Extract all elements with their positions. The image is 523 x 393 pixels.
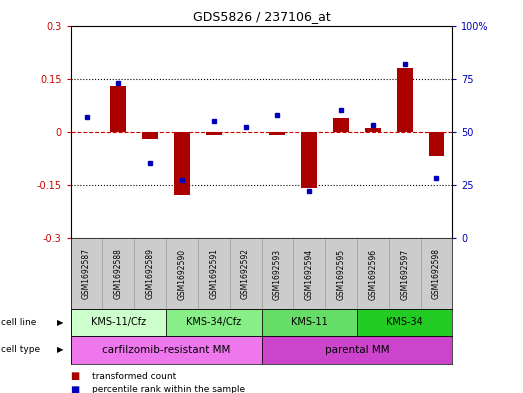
Text: carfilzomib-resistant MM: carfilzomib-resistant MM	[102, 345, 230, 355]
Text: GSM1692589: GSM1692589	[145, 248, 155, 299]
Bar	[103, 238, 134, 309]
Bar	[420, 238, 452, 309]
Text: parental MM: parental MM	[325, 345, 389, 355]
Bar	[110, 86, 126, 132]
Text: KMS-34/Cfz: KMS-34/Cfz	[186, 317, 241, 327]
Text: ■: ■	[71, 371, 80, 382]
Bar	[357, 238, 389, 309]
Title: GDS5826 / 237106_at: GDS5826 / 237106_at	[192, 10, 331, 23]
Text: transformed count: transformed count	[92, 372, 176, 381]
Text: GSM1692590: GSM1692590	[177, 248, 187, 299]
Bar	[230, 238, 262, 309]
Bar	[262, 309, 357, 336]
Bar	[262, 238, 293, 309]
Text: GSM1692596: GSM1692596	[368, 248, 378, 299]
Bar	[293, 238, 325, 309]
Text: KMS-11/Cfz: KMS-11/Cfz	[91, 317, 146, 327]
Text: ▶: ▶	[56, 318, 63, 327]
Bar	[71, 336, 262, 364]
Text: ▶: ▶	[56, 345, 63, 354]
Text: GSM1692593: GSM1692593	[273, 248, 282, 299]
Text: percentile rank within the sample: percentile rank within the sample	[92, 386, 245, 393]
Text: GSM1692598: GSM1692598	[432, 248, 441, 299]
Bar	[71, 238, 103, 309]
Bar	[357, 309, 452, 336]
Text: cell line: cell line	[1, 318, 37, 327]
Bar	[365, 128, 381, 132]
Bar	[428, 132, 445, 156]
Text: GSM1692595: GSM1692595	[336, 248, 346, 299]
Bar	[166, 238, 198, 309]
Bar	[71, 309, 166, 336]
Text: GSM1692588: GSM1692588	[114, 248, 123, 299]
Text: GSM1692597: GSM1692597	[400, 248, 409, 299]
Bar	[397, 68, 413, 132]
Bar	[269, 132, 286, 135]
Bar	[333, 118, 349, 132]
Bar	[206, 132, 222, 135]
Bar	[142, 132, 158, 139]
Text: GSM1692587: GSM1692587	[82, 248, 91, 299]
Text: ■: ■	[71, 385, 80, 393]
Text: KMS-34: KMS-34	[386, 317, 423, 327]
Text: KMS-11: KMS-11	[291, 317, 327, 327]
Bar	[389, 238, 420, 309]
Bar	[198, 238, 230, 309]
Text: GSM1692592: GSM1692592	[241, 248, 250, 299]
Bar	[174, 132, 190, 195]
Bar	[134, 238, 166, 309]
Bar	[325, 238, 357, 309]
Bar	[262, 336, 452, 364]
Text: GSM1692591: GSM1692591	[209, 248, 218, 299]
Text: cell type: cell type	[1, 345, 40, 354]
Bar	[166, 309, 262, 336]
Bar	[301, 132, 317, 188]
Text: GSM1692594: GSM1692594	[305, 248, 314, 299]
